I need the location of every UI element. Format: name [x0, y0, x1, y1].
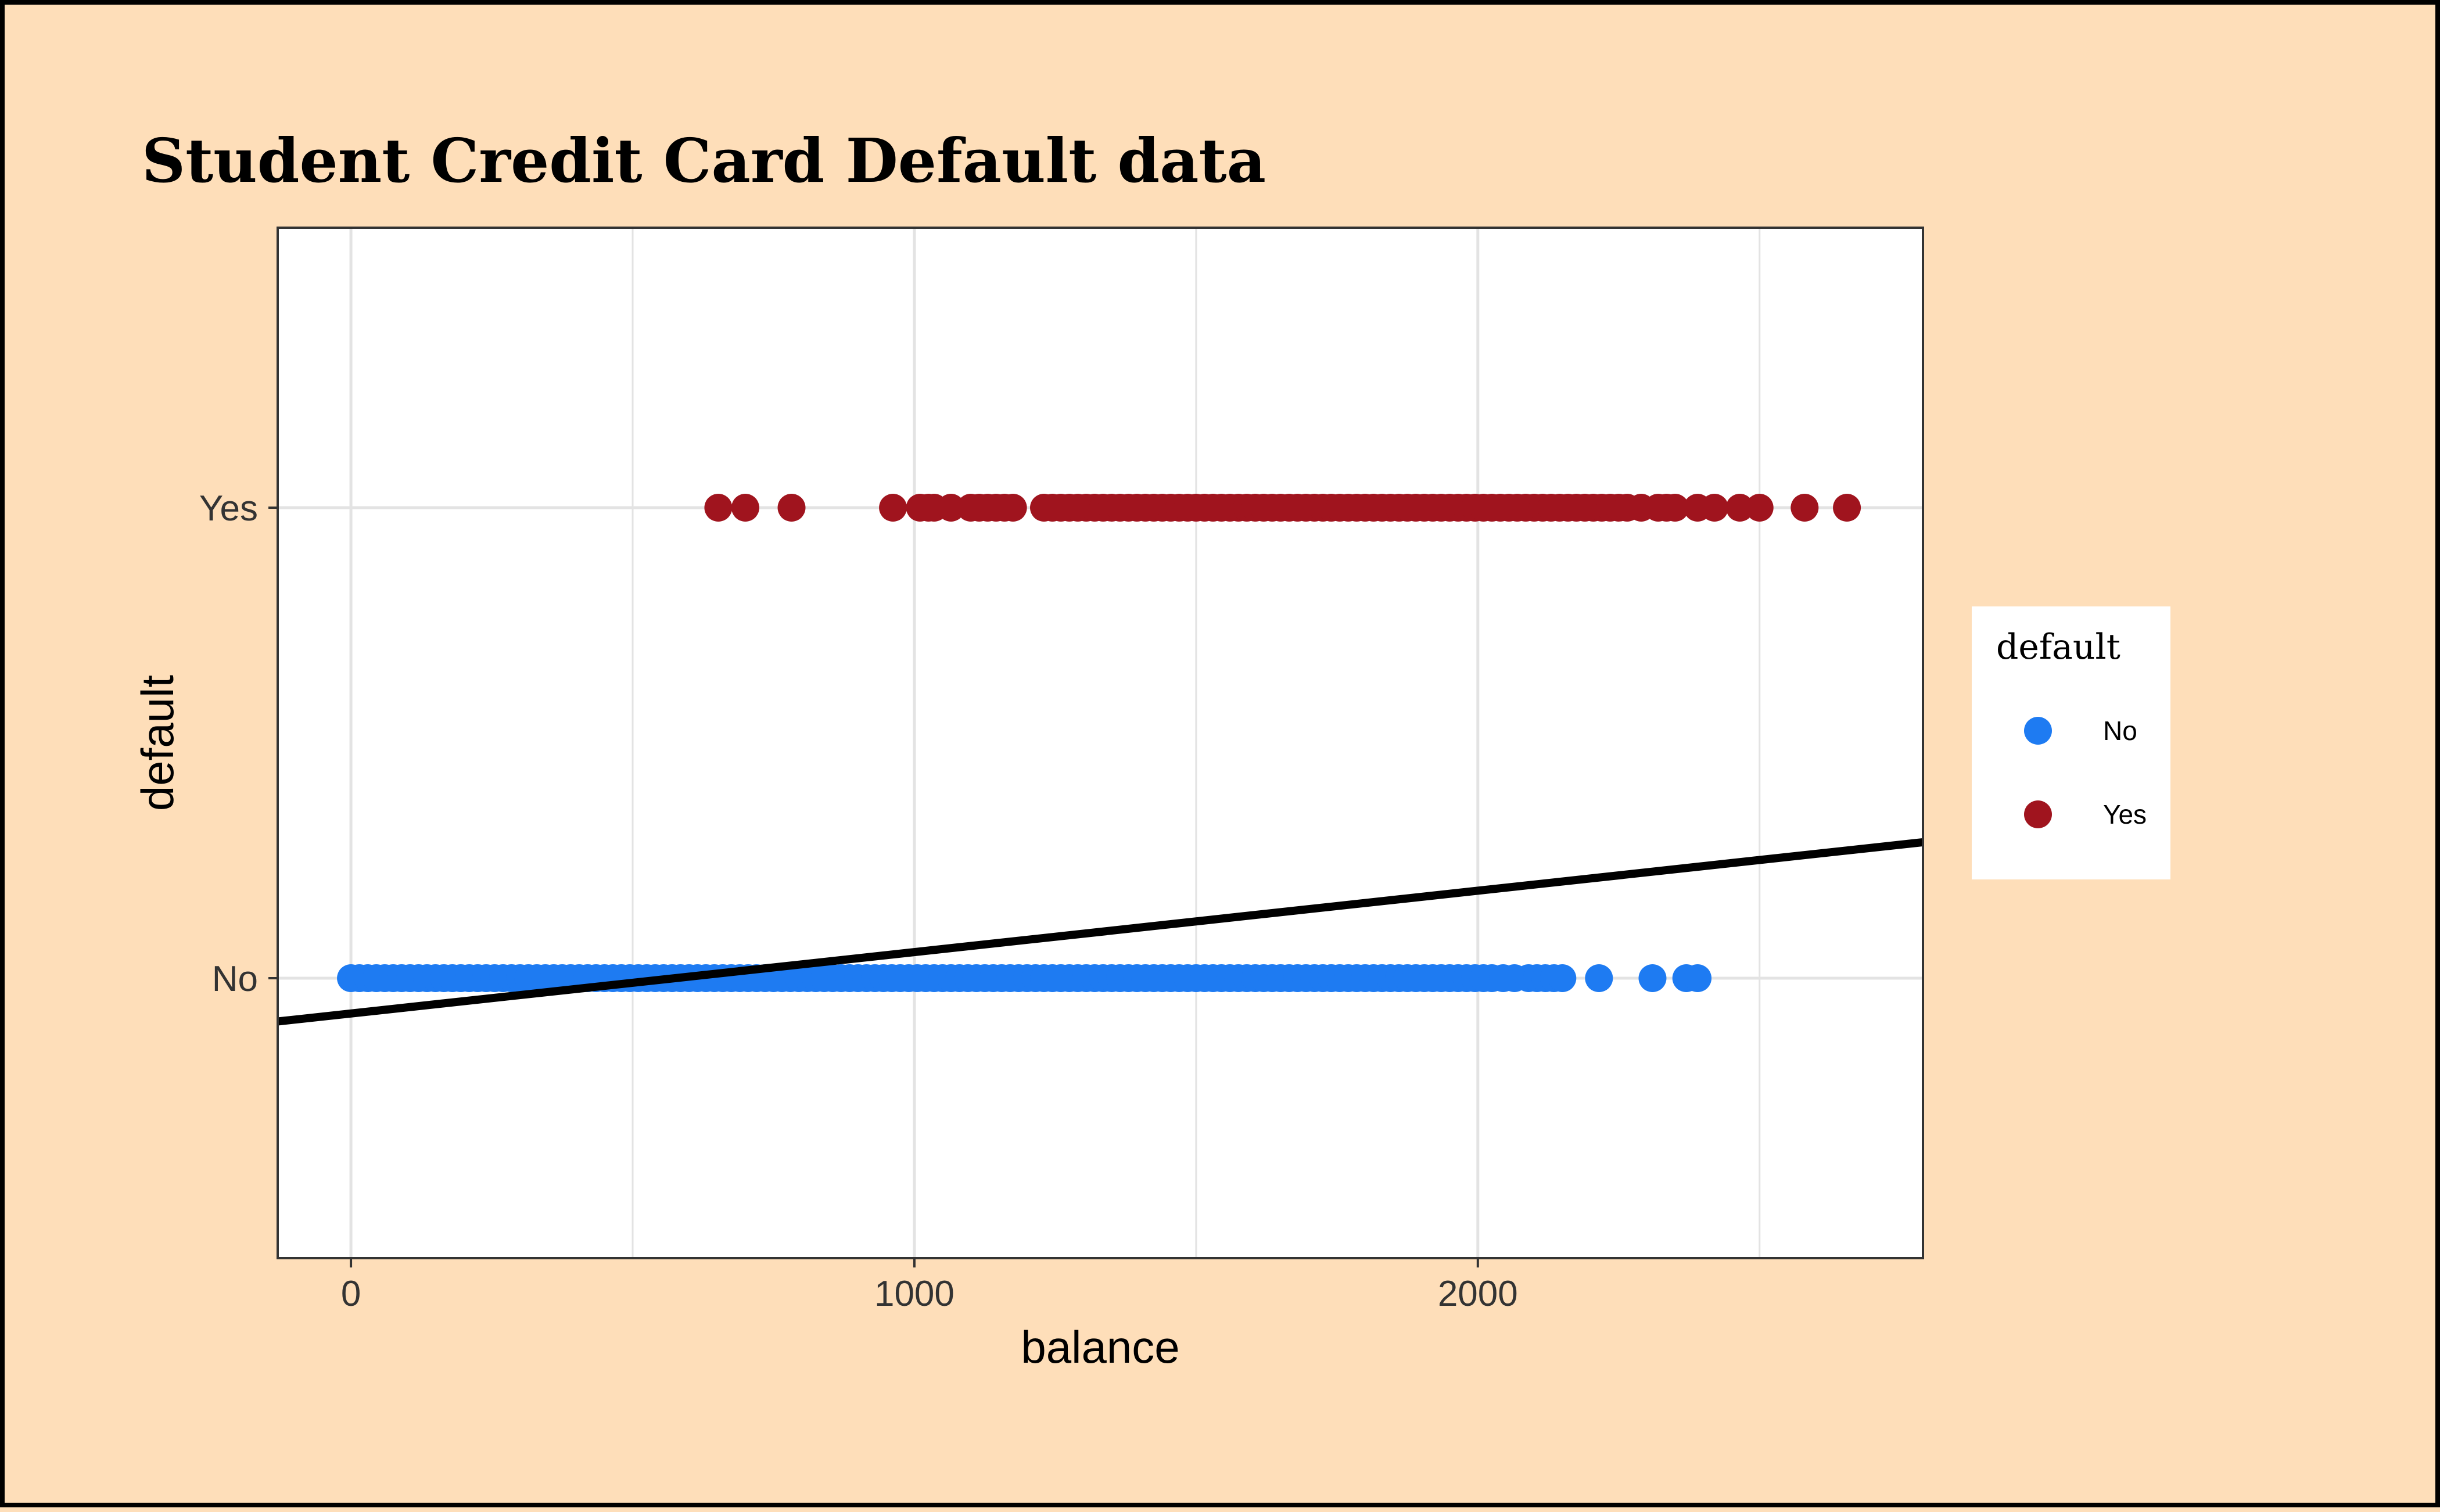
x-axis-label: balance	[1021, 1321, 1179, 1373]
y-axis-label: default	[132, 675, 183, 811]
data-point-yes	[879, 494, 907, 522]
data-points	[337, 494, 1861, 992]
data-point-no	[1585, 964, 1613, 992]
x-tick-label: 2000	[1438, 1274, 1518, 1314]
data-point-yes	[777, 494, 806, 522]
data-point-no	[1638, 964, 1667, 992]
data-point-no	[1684, 964, 1712, 992]
x-tick-label: 1000	[874, 1274, 955, 1314]
data-point-yes	[1700, 494, 1729, 522]
y-tick-label: Yes	[199, 489, 258, 529]
fit-line	[277, 838, 1924, 1026]
legend: default No Yes	[1972, 606, 2170, 879]
data-point-yes	[999, 494, 1027, 522]
data-point-no	[1548, 964, 1577, 992]
x-axis-ticks: 0 1000 2000	[341, 1258, 1518, 1314]
legend-title: default	[1996, 627, 2120, 667]
data-point-yes	[731, 494, 759, 522]
data-point-yes	[1833, 494, 1861, 522]
legend-key-no	[2024, 717, 2052, 745]
plot-border	[277, 227, 1924, 1259]
legend-label-yes: Yes	[2103, 799, 2147, 829]
data-point-yes	[704, 494, 733, 522]
y-tick-label: No	[212, 959, 258, 999]
fit-line-layer	[277, 838, 1924, 1026]
legend-box	[1972, 606, 2170, 879]
y-axis-ticks: No Yes	[199, 489, 278, 999]
plot-panel	[278, 228, 1923, 1258]
data-point-yes	[1725, 494, 1754, 522]
data-point-yes	[1790, 494, 1819, 522]
legend-key-yes	[2024, 800, 2052, 828]
data-point-yes	[936, 494, 965, 522]
chart-title: Student Credit Card Default data	[142, 125, 1266, 196]
legend-label-no: No	[2103, 716, 2137, 746]
data-point-yes	[1661, 494, 1689, 522]
data-point-yes	[1745, 494, 1774, 522]
x-tick-label: 0	[341, 1274, 361, 1314]
chart-svg: Student Credit Card Default data 0 1000 20…	[132, 125, 2170, 1373]
